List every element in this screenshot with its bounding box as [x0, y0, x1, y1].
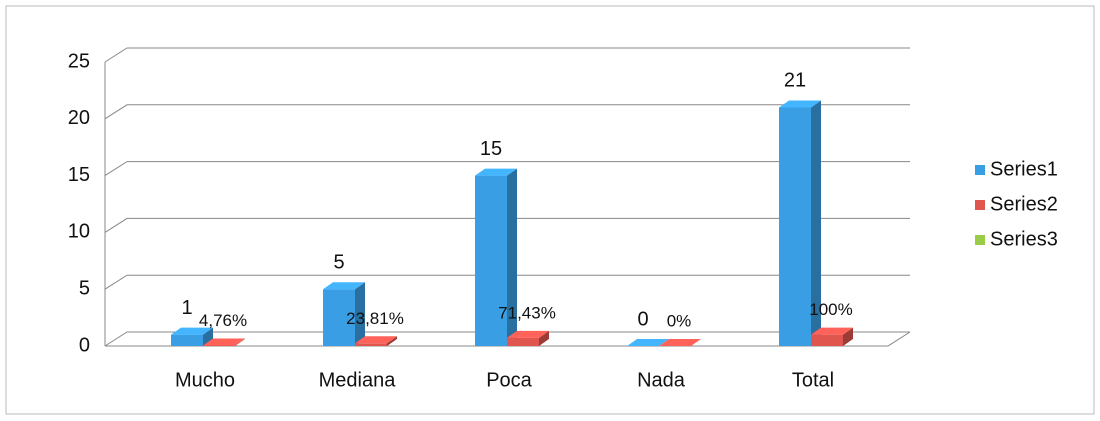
bar-top [323, 282, 365, 290]
data-label: 0 [637, 308, 648, 330]
x-tick-label: Total [792, 369, 834, 391]
bar-side [203, 327, 213, 346]
bar-top [659, 339, 701, 346]
bar-top [171, 327, 213, 335]
bar-top [203, 338, 245, 346]
bar [475, 175, 507, 346]
legend-swatch [975, 200, 985, 210]
bar-side [355, 282, 365, 346]
data-label: 21 [784, 70, 806, 92]
y-tick-label: 25 [68, 50, 90, 72]
data-label: 100% [809, 300, 852, 319]
bar-top [811, 327, 853, 335]
grid-line [104, 217, 910, 233]
bar-top [507, 330, 549, 338]
grid-line [104, 274, 910, 290]
x-tick-label: Nada [637, 369, 686, 391]
bar-top [475, 168, 517, 176]
data-label: 23,81% [346, 309, 404, 328]
bar-side [387, 336, 397, 346]
grid-line [104, 331, 910, 347]
data-label: 4,76% [199, 311, 247, 330]
bar [355, 343, 387, 346]
x-tick-label: Poca [486, 369, 532, 391]
data-label: 15 [480, 138, 502, 160]
bar [323, 289, 355, 346]
legend-label: Series3 [990, 228, 1058, 250]
bar [507, 337, 539, 346]
data-label: 5 [333, 251, 344, 273]
y-tick-label: 20 [68, 107, 90, 129]
bar-top [627, 339, 669, 346]
x-tick-label: Mediana [319, 369, 397, 391]
bar [779, 107, 811, 346]
bar-side [539, 330, 549, 346]
data-label: 1 [181, 297, 192, 319]
bar [171, 334, 203, 346]
y-tick-label: 15 [68, 164, 90, 186]
legend-label: Series2 [990, 193, 1058, 215]
legend-label: Series1 [990, 158, 1058, 180]
legend-swatch [975, 165, 985, 175]
bar [811, 334, 843, 346]
bar-top [355, 336, 397, 344]
bar-side [507, 168, 517, 346]
bar-side [843, 327, 853, 346]
data-label: 71,43% [498, 303, 556, 322]
grid-line [104, 104, 910, 120]
bar-side [235, 338, 245, 346]
y-tick-label: 0 [79, 334, 90, 356]
legend-swatch [975, 235, 985, 245]
bar [203, 345, 235, 346]
grid-line [104, 47, 910, 63]
y-tick-label: 10 [68, 221, 90, 243]
grid-line [104, 161, 910, 177]
y-tick-label: 5 [79, 277, 90, 299]
x-tick-label: Mucho [175, 369, 235, 391]
bar-top [779, 100, 821, 108]
bar-side [811, 100, 821, 346]
chart-border [5, 5, 1095, 415]
data-label: 0% [667, 311, 692, 330]
